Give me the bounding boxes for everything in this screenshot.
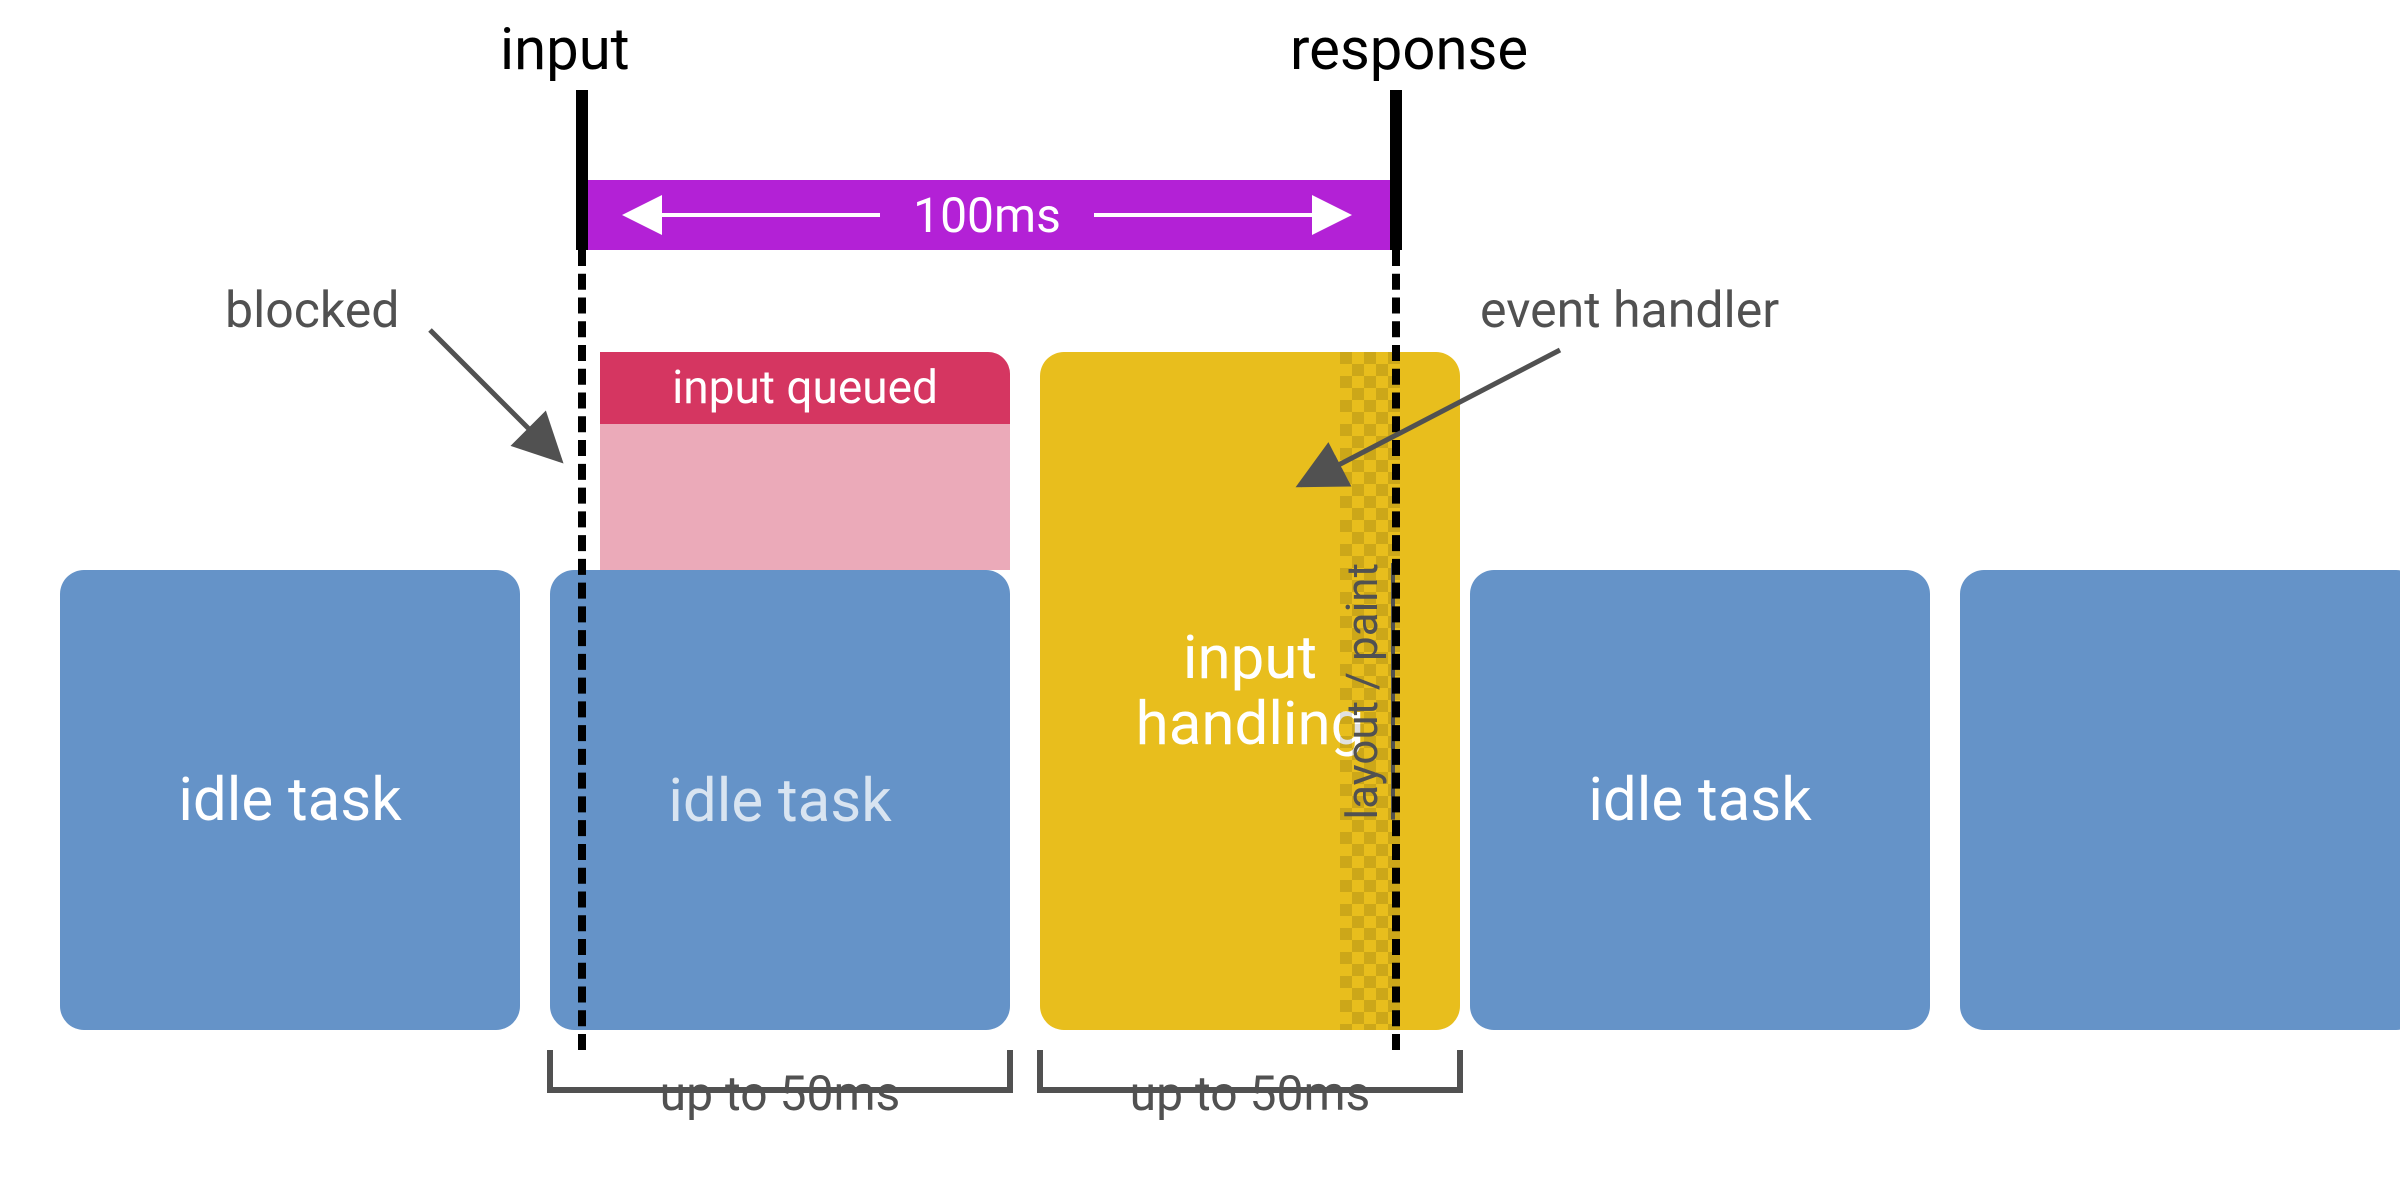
- duration-bar: 100ms: [580, 180, 1394, 250]
- idle-task-label: idle task: [1588, 767, 1811, 833]
- idle-task-block-4: [1960, 570, 2400, 1030]
- input-handling-label: input handling: [1136, 625, 1365, 757]
- input-queued-bar: input queued: [600, 352, 1010, 424]
- layout-paint-label: layout / paint: [1336, 563, 1388, 820]
- response-tick: [1390, 90, 1402, 250]
- event-handler-label: event handler: [1480, 282, 1779, 340]
- duration-total-label: 100ms: [913, 187, 1061, 244]
- input-dashed-line: [578, 250, 586, 1050]
- input-queued-label: input queued: [672, 361, 938, 415]
- input-tick: [576, 90, 588, 250]
- idle-task-label: idle task: [668, 765, 891, 836]
- idle-task-block-1: idle task: [60, 570, 520, 1030]
- idle-task-block-3: idle task: [1470, 570, 1930, 1030]
- blocked-label: blocked: [225, 282, 400, 340]
- layout-paint-label-container: layout / paint: [1332, 352, 1392, 1030]
- bracket-left-label: up to 50ms: [550, 1065, 1010, 1121]
- idle-task-label: idle task: [178, 767, 401, 833]
- input-label: input: [500, 16, 700, 84]
- idle-task-block-2: idle task: [550, 570, 1010, 1030]
- response-dashed-line: [1392, 250, 1400, 1050]
- bracket-right-label: up to 50ms: [1040, 1065, 1460, 1121]
- response-label: response: [1290, 16, 1590, 84]
